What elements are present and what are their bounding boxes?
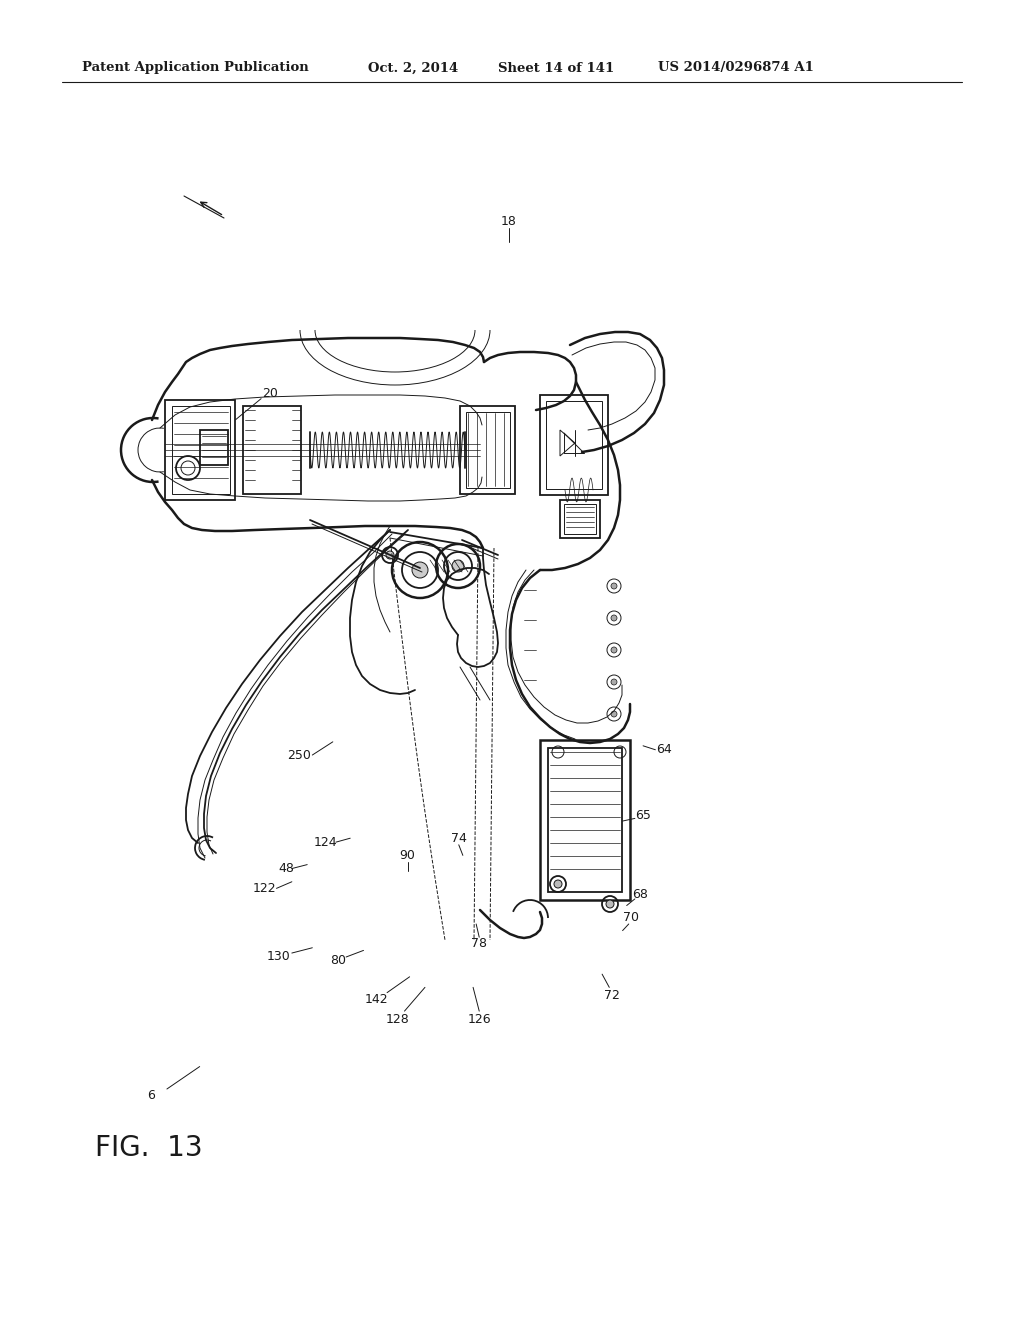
Text: FIG.  13: FIG. 13 xyxy=(95,1134,203,1162)
Text: 80: 80 xyxy=(330,954,346,968)
Text: US 2014/0296874 A1: US 2014/0296874 A1 xyxy=(658,62,814,74)
Text: Oct. 2, 2014: Oct. 2, 2014 xyxy=(368,62,459,74)
Text: 65: 65 xyxy=(635,809,651,822)
Text: 130: 130 xyxy=(266,950,291,964)
Text: 68: 68 xyxy=(632,888,648,902)
Text: 18: 18 xyxy=(501,215,517,228)
Text: 90: 90 xyxy=(399,849,416,862)
Text: 124: 124 xyxy=(313,836,338,849)
Text: 128: 128 xyxy=(385,1012,410,1026)
Text: 142: 142 xyxy=(365,993,389,1006)
Circle shape xyxy=(452,560,464,572)
Circle shape xyxy=(606,900,614,908)
Text: 20: 20 xyxy=(262,387,279,400)
Text: 70: 70 xyxy=(623,911,639,924)
Circle shape xyxy=(611,615,617,620)
Circle shape xyxy=(554,880,562,888)
Text: 250: 250 xyxy=(287,748,311,762)
Text: 126: 126 xyxy=(467,1012,492,1026)
Text: 122: 122 xyxy=(252,882,276,895)
Circle shape xyxy=(386,550,394,558)
Text: Sheet 14 of 141: Sheet 14 of 141 xyxy=(498,62,614,74)
Circle shape xyxy=(611,583,617,589)
Circle shape xyxy=(611,678,617,685)
Circle shape xyxy=(611,711,617,717)
Text: 72: 72 xyxy=(604,989,621,1002)
Circle shape xyxy=(611,647,617,653)
Text: 6: 6 xyxy=(147,1089,156,1102)
Text: Patent Application Publication: Patent Application Publication xyxy=(82,62,309,74)
Text: 48: 48 xyxy=(279,862,295,875)
Circle shape xyxy=(412,562,428,578)
Text: 74: 74 xyxy=(451,832,467,845)
Text: 78: 78 xyxy=(471,937,487,950)
Text: 64: 64 xyxy=(655,743,672,756)
